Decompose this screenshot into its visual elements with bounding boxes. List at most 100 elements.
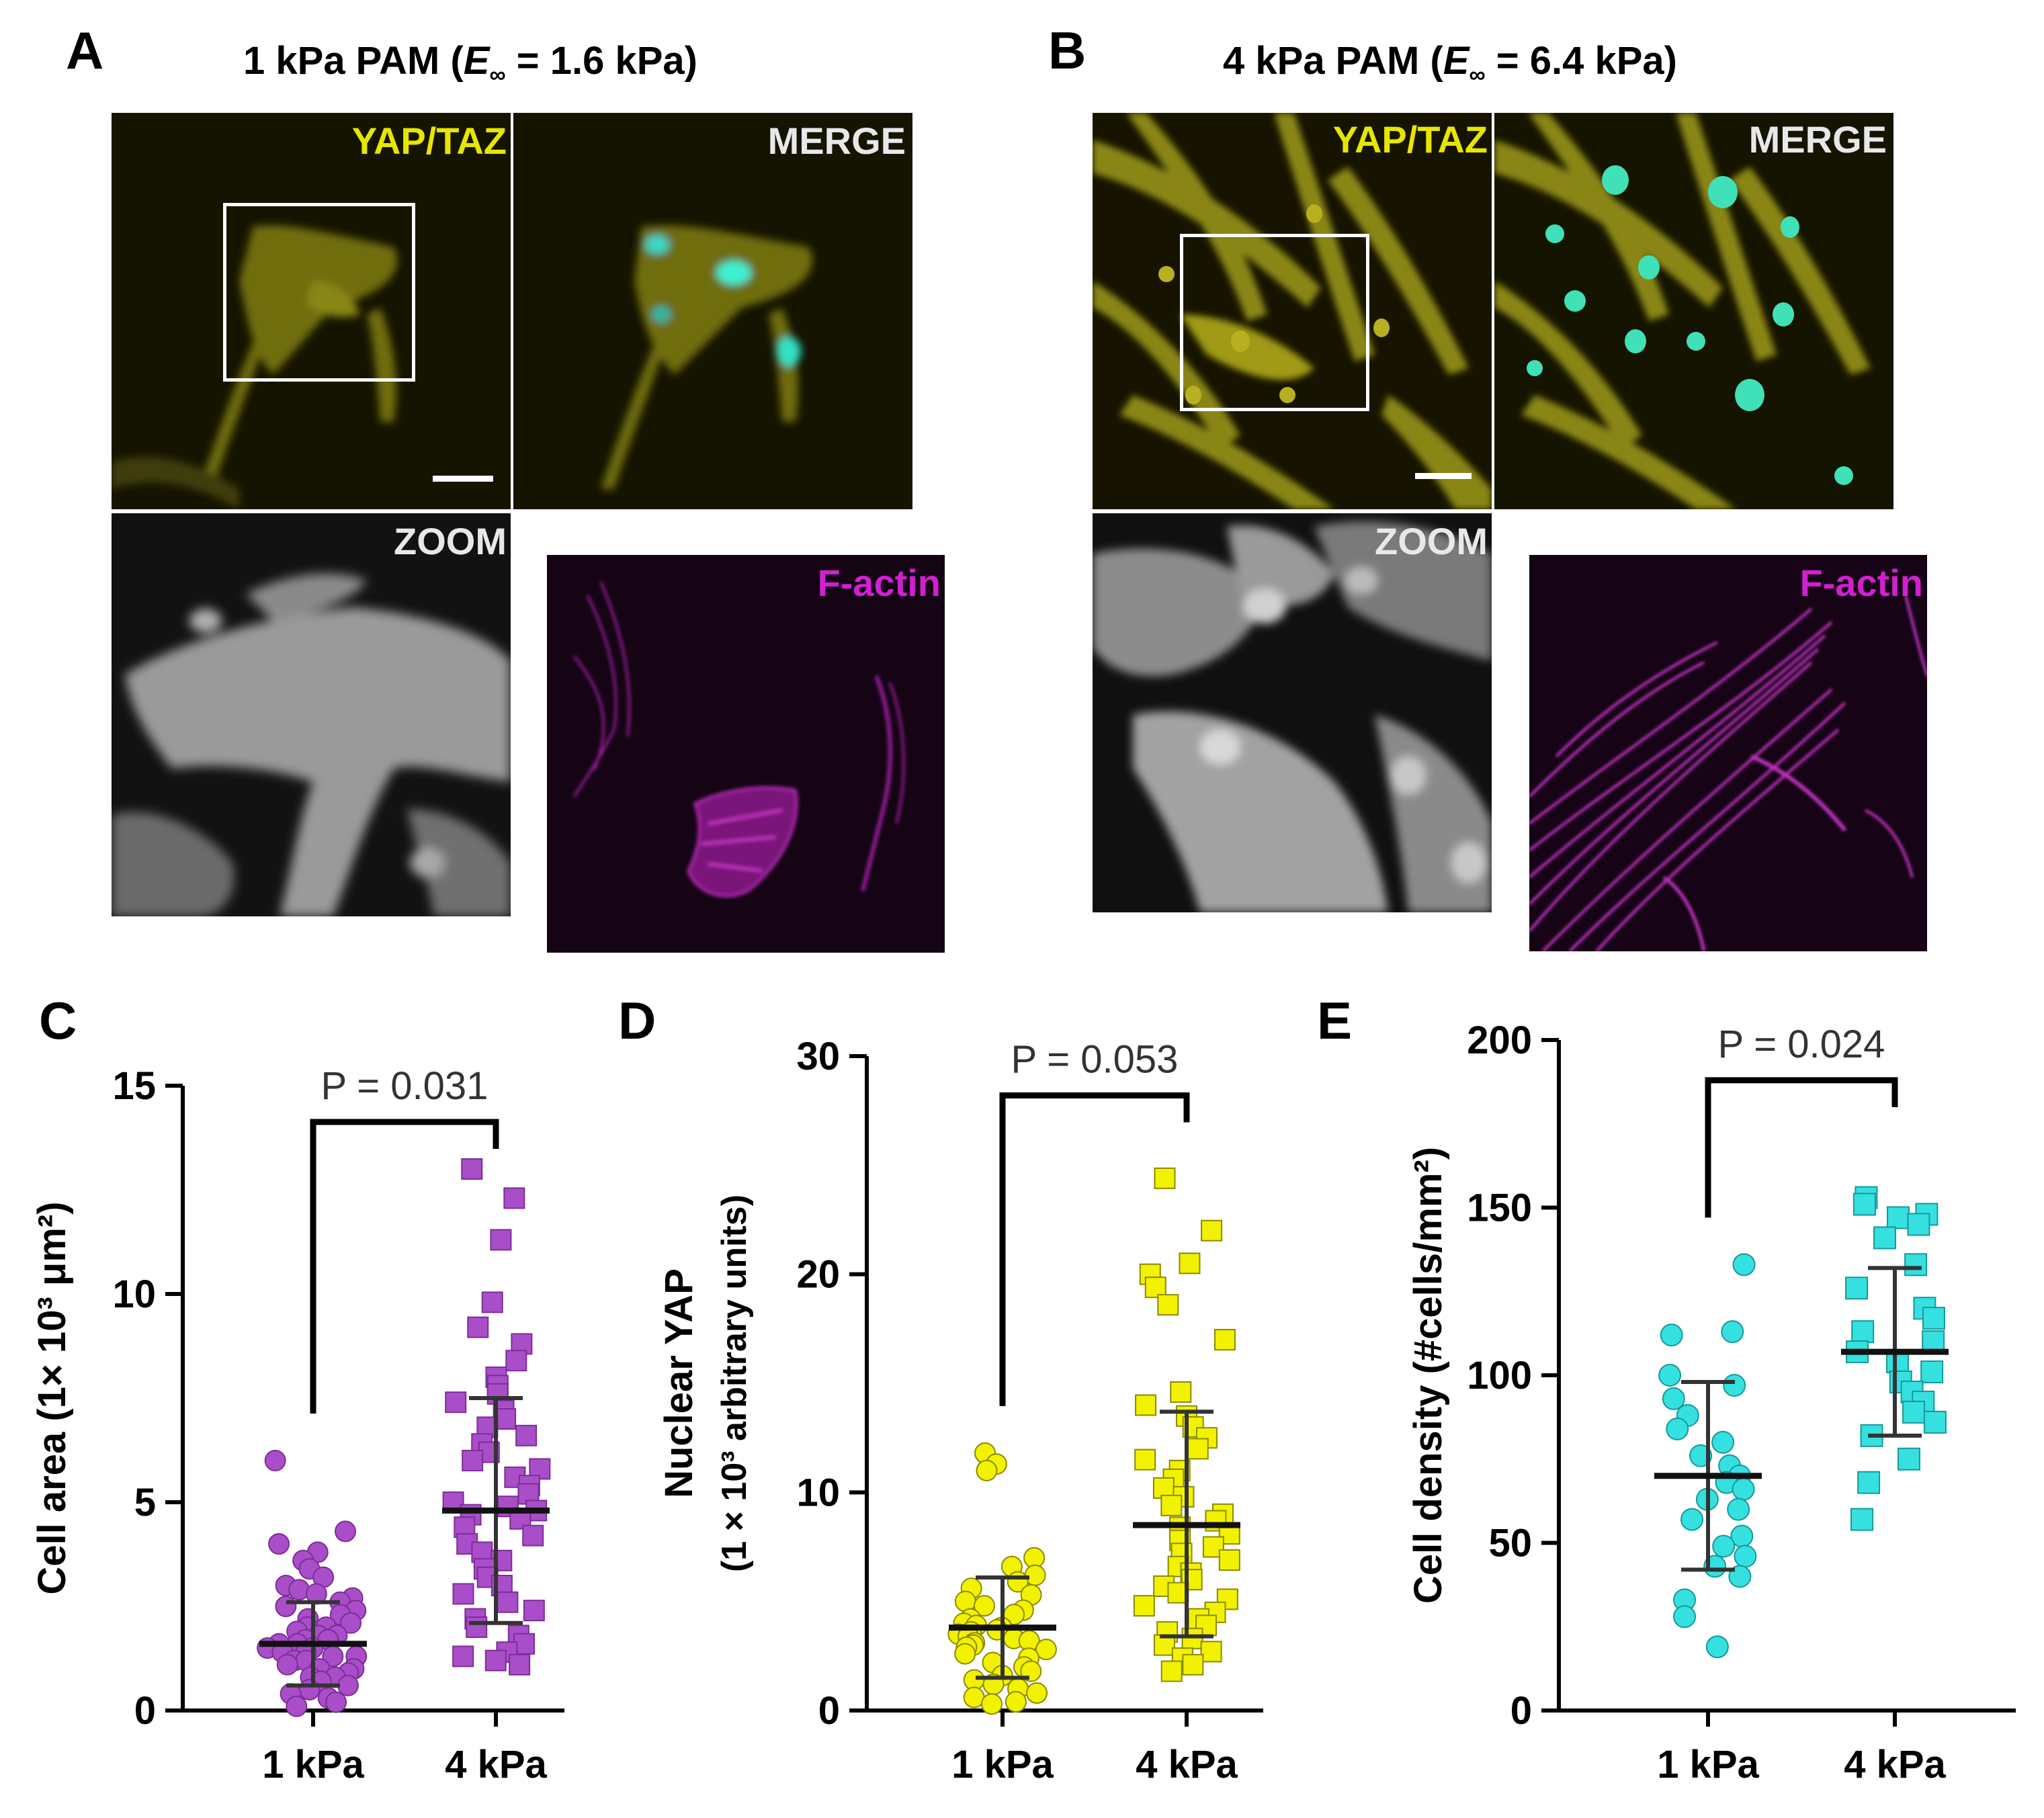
chart-e-x-tick-label: 1 kPa bbox=[1657, 1743, 1759, 1786]
panel-a-yap-cells bbox=[112, 225, 398, 509]
chart-c-y-tick-label: 10 bbox=[112, 1272, 156, 1316]
panel-b-factin-label: F-actin bbox=[1799, 562, 1923, 604]
chart-d-point-4kpa bbox=[1170, 1381, 1192, 1403]
chart-d-point-4kpa bbox=[1201, 1219, 1223, 1242]
chart-c-point-4kpa bbox=[509, 1653, 531, 1676]
chart-c-point-1kpa bbox=[275, 1596, 297, 1617]
chart-e-point-4kpa bbox=[1923, 1410, 1947, 1434]
panel-a-factin-cells bbox=[572, 581, 905, 898]
chart-d-point-4kpa bbox=[1157, 1294, 1179, 1316]
panel-a-title-prefix: 1 kPa PAM ( bbox=[243, 39, 464, 83]
panel-a-merge-image: MERGE bbox=[513, 113, 912, 509]
chart-c-y-axis-label: Cell area (1× 10³ μm²) bbox=[30, 1201, 74, 1594]
panel-b-title-suffix: = 6.4 kPa) bbox=[1485, 39, 1677, 83]
chart-e-point-1kpa bbox=[1721, 1320, 1744, 1344]
chart-e-point-1kpa bbox=[1732, 1253, 1756, 1276]
chart-d-point-4kpa bbox=[1135, 1394, 1157, 1416]
chart-e-point-1kpa bbox=[1732, 1477, 1755, 1501]
panel-b-title-prefix: 4 kPa PAM ( bbox=[1223, 39, 1443, 83]
panel-a-merge-label: MERGE bbox=[767, 120, 906, 162]
chart-e-y-tick-label: 100 bbox=[1467, 1354, 1532, 1397]
panel-b-yap-cells bbox=[1093, 113, 1492, 509]
chart-e-point-4kpa bbox=[1850, 1508, 1873, 1531]
chart-d-point-1kpa bbox=[973, 1595, 995, 1617]
chart-c-point-4kpa bbox=[505, 1350, 527, 1372]
panel-a-zoom-label: ZOOM bbox=[394, 520, 507, 562]
panel-e-letter: E bbox=[1317, 991, 1353, 1050]
chart-c-significance-bracket bbox=[310, 1119, 499, 1414]
chart-c-point-1kpa bbox=[340, 1612, 362, 1634]
chart-e-point-4kpa bbox=[1853, 1193, 1876, 1216]
chart-c-point-4kpa bbox=[523, 1600, 545, 1622]
panel-a-yap-label: YAP/TAZ bbox=[351, 120, 507, 162]
chart-e-y-tick-label: 200 bbox=[1467, 1019, 1532, 1062]
chart-d-y-axis-label-line2: (1 × 10³ arbitrary units) bbox=[715, 1195, 754, 1572]
panel-a-scale-bar bbox=[433, 476, 493, 482]
chart-c-p-value: P = 0.031 bbox=[321, 1064, 488, 1108]
chart-e-cell-density: 0 50 100 150 200 1 kPa 4 kPa Cell density (#cel… bbox=[1406, 1019, 2016, 1786]
chart-c-point-4kpa bbox=[503, 1187, 525, 1209]
chart-e-point-4kpa bbox=[1851, 1320, 1875, 1344]
panel-b-zoom-image: ZOOM bbox=[1093, 513, 1492, 912]
chart-c-point-4kpa bbox=[467, 1316, 489, 1338]
chart-d-point-1kpa bbox=[981, 1693, 1003, 1715]
chart-d-nuclear-yap: 0 10 20 30 1 kPa 4 kPa Nuclear YAP (1 × 10³ arb… bbox=[657, 1035, 1263, 1786]
chart-d-point-1kpa bbox=[976, 1459, 998, 1481]
chart-c-point-1kpa bbox=[335, 1520, 357, 1543]
chart-d-y-tick-label: 10 bbox=[796, 1471, 840, 1514]
chart-e-point-4kpa bbox=[1907, 1213, 1930, 1236]
chart-d-point-4kpa bbox=[1160, 1494, 1183, 1516]
chart-d-point-1kpa bbox=[1035, 1639, 1057, 1661]
chart-e-point-4kpa bbox=[1920, 1360, 1944, 1384]
chart-d-point-4kpa bbox=[1187, 1438, 1209, 1460]
chart-e-point-1kpa bbox=[1658, 1364, 1682, 1387]
chart-d-point-4kpa bbox=[1179, 1252, 1201, 1274]
panel-a-zoom-cells bbox=[112, 573, 511, 916]
chart-d-point-4kpa bbox=[1133, 1595, 1155, 1617]
panel-b-factin-image: F-actin bbox=[1529, 555, 1927, 951]
chart-e-point-1kpa bbox=[1723, 1373, 1746, 1397]
chart-d-significance-bracket bbox=[999, 1092, 1190, 1406]
chart-c-point-4kpa bbox=[466, 1616, 488, 1638]
panel-b-zoom-box bbox=[1180, 234, 1369, 411]
chart-c-x-tick-label: 1 kPa bbox=[262, 1743, 364, 1786]
panel-c-letter: C bbox=[39, 991, 77, 1050]
chart-c-point-4kpa bbox=[452, 1583, 474, 1605]
chart-e-y-tick-label: 0 bbox=[1510, 1689, 1532, 1733]
panel-a-letter: A bbox=[66, 21, 104, 80]
panel-b-factin-cells bbox=[1529, 595, 1927, 951]
panel-b-title-sub: ∞ bbox=[1469, 62, 1486, 88]
chart-c-y-tick-label: 15 bbox=[112, 1064, 156, 1108]
panel-b-merge-image: MERGE bbox=[1494, 113, 1893, 509]
chart-d-point-1kpa bbox=[954, 1643, 976, 1665]
chart-d-point-4kpa bbox=[1218, 1549, 1240, 1571]
chart-e-point-1kpa bbox=[1711, 1430, 1735, 1454]
panel-a-title-e: E bbox=[463, 39, 490, 83]
chart-c-y-tick-label: 0 bbox=[134, 1689, 156, 1733]
chart-e-y-axis-label: Cell density (#cells/mm²) bbox=[1406, 1147, 1450, 1604]
chart-c-point-4kpa bbox=[515, 1424, 538, 1446]
panel-b-letter: B bbox=[1048, 21, 1087, 80]
chart-c-point-4kpa bbox=[490, 1229, 512, 1251]
panel-b-title-e: E bbox=[1443, 39, 1470, 83]
chart-e-point-4kpa bbox=[1886, 1206, 1910, 1229]
chart-c-point-1kpa bbox=[298, 1679, 321, 1700]
chart-c-point-4kpa bbox=[495, 1408, 517, 1430]
chart-d-y-tick-label: 20 bbox=[796, 1253, 840, 1297]
chart-e-x-tick-label: 4 kPa bbox=[1844, 1743, 1946, 1786]
chart-e-point-1kpa bbox=[1666, 1417, 1689, 1440]
chart-e-point-4kpa bbox=[1873, 1226, 1896, 1250]
chart-e-point-4kpa bbox=[1922, 1307, 1945, 1330]
panel-a-title-suffix: = 1.6 kPa) bbox=[505, 39, 697, 83]
chart-c-point-1kpa bbox=[337, 1674, 359, 1696]
chart-d-p-value: P = 0.053 bbox=[1011, 1037, 1179, 1081]
chart-c-point-1kpa bbox=[264, 1450, 286, 1471]
panel-a-factin-image: F-actin bbox=[547, 555, 945, 953]
chart-d-point-4kpa bbox=[1200, 1641, 1222, 1663]
chart-c-y-tick-label: 5 bbox=[134, 1481, 156, 1524]
panel-b-yap-image: YAP/TAZ bbox=[1093, 113, 1492, 509]
chart-d-point-4kpa bbox=[1154, 1167, 1176, 1189]
chart-e-significance-bracket bbox=[1705, 1077, 1898, 1218]
chart-e-y-tick-label: 50 bbox=[1488, 1522, 1532, 1565]
chart-d-point-4kpa bbox=[1202, 1536, 1224, 1558]
